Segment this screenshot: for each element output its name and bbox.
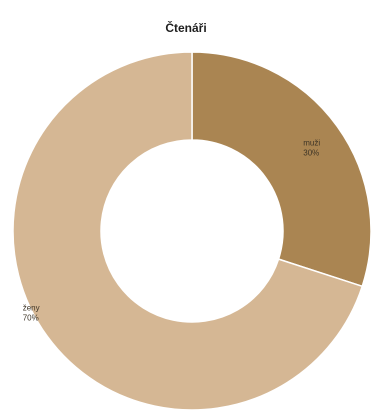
slice-0 (191, 51, 372, 288)
slice-name-label-1: ženy (23, 303, 40, 312)
slice-name-label-0: muži (303, 139, 320, 148)
slice-value-label-1: 70% (23, 313, 39, 322)
chart-title: Čtenáři (165, 21, 207, 35)
slice-value-label-0: 30% (303, 149, 319, 158)
